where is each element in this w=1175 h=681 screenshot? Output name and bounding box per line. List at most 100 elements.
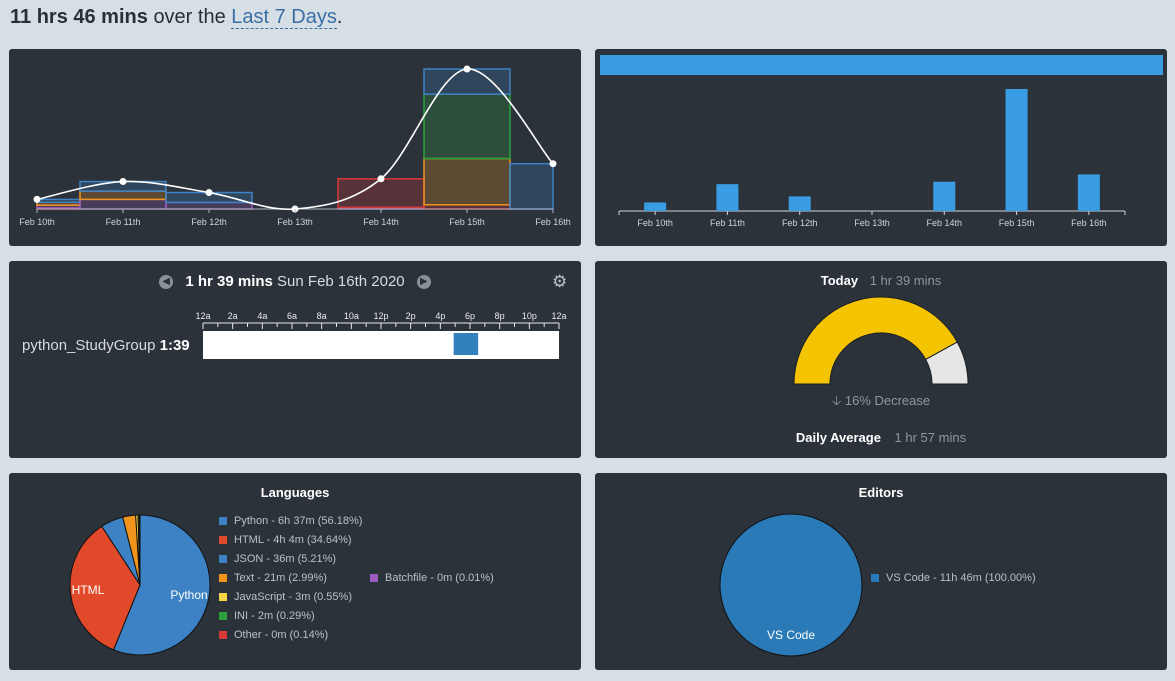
activity-segment — [423, 93, 511, 160]
pie-label-html: HTML — [72, 583, 105, 597]
activity-segment — [36, 198, 81, 204]
bar-feb-14th — [933, 181, 956, 211]
activity-segment — [79, 198, 167, 210]
legend-item-javascript: JavaScript - 3m (0.55%) — [219, 587, 362, 606]
languages-pie-chart: Languages Python HTML — [69, 485, 330, 656]
legend-item-html: HTML - 4h 4m (34.64%) — [219, 530, 362, 549]
bar-feb-11th — [716, 184, 739, 211]
daily-bar-chart: Feb 10th Feb 11th Feb 12th Feb 13th Feb 14th… — [600, 55, 1163, 228]
timeline-date: Sun Feb 16th 2020 — [277, 273, 405, 290]
header-middle: over the — [153, 6, 226, 28]
timeline-hour-label: 10p — [522, 311, 537, 321]
legend-text: INI - 2m (0.29%) — [234, 609, 315, 622]
change-row: 🡣 16% Decrease — [595, 392, 1167, 414]
pie-slice-vs-code — [719, 513, 863, 657]
timeline-duration: 1 hr 39 mins — [185, 273, 273, 290]
project-time: 1:39 — [159, 337, 190, 354]
timeline-hour-label: 8p — [495, 311, 505, 321]
x-tick-label: Feb 15th — [999, 218, 1035, 228]
avg-label: Daily Average — [795, 430, 881, 445]
timeline-project-row: python_StudyGroup 1:39 — [22, 337, 190, 354]
today-gauge — [793, 296, 969, 385]
legend-swatch — [219, 611, 227, 620]
x-tick-label: Feb 16th — [1071, 218, 1107, 228]
timeline-track — [203, 331, 559, 359]
languages-panel: Languages Python HTML Python - 6h 37m (56.… — [9, 473, 581, 670]
activity-segment — [423, 157, 511, 206]
activity-segment — [509, 162, 554, 210]
daily-bar-panel: Feb 10th Feb 11th Feb 12th Feb 13th Feb 14th… — [595, 49, 1167, 246]
languages-title: Languages — [261, 485, 330, 500]
timeline-hour-label: 2p — [406, 311, 416, 321]
x-tick-label: Feb 16th — [535, 217, 571, 227]
change-text: 16% Decrease — [844, 393, 931, 408]
pie-label-python: Python — [170, 588, 207, 602]
activity-chart: Feb 10th Feb 11th Feb 12th Feb 13th Feb 14th… — [19, 65, 571, 227]
legend-item-other: Other - 0m (0.14%) — [219, 625, 362, 644]
gear-icon[interactable]: ⚙ — [552, 272, 568, 291]
legend-swatch — [219, 630, 227, 639]
today-label: Today — [820, 273, 859, 288]
data-point-feb-11th — [119, 178, 127, 186]
chevron-right-icon[interactable]: ▶ — [416, 275, 431, 290]
editors-pie-chart: Editors VS Code — [719, 485, 904, 657]
timeline-session-block — [453, 333, 479, 355]
legend-text: Other - 0m (0.14%) — [234, 628, 329, 641]
legend-swatch — [219, 554, 227, 563]
activity-segment — [165, 201, 253, 210]
timeline-header: ◀ 1 hr 39 mins Sun Feb 16th 2020 ▶ — [9, 273, 581, 290]
timeline-panel: ◀ 1 hr 39 mins Sun Feb 16th 2020 ▶ ⚙ 12a… — [9, 261, 581, 458]
x-tick-label: Feb 12th — [191, 217, 227, 227]
legend-text: JavaScript - 3m (0.55%) — [234, 590, 352, 603]
date-range-selector[interactable]: Last 7 Days — [231, 6, 337, 29]
x-tick-label: Feb 14th — [363, 217, 399, 227]
legend-text: VS Code - 11h 46m (100.00%) — [886, 571, 1036, 584]
bar-feb-16th — [1077, 174, 1100, 211]
activity-segment — [79, 190, 167, 201]
data-point-feb-15th — [463, 65, 471, 73]
legend-item-json: JSON - 36m (5.21%) — [219, 549, 362, 568]
timeline-hour-label: 6a — [287, 311, 297, 321]
x-tick-label: Feb 10th — [637, 218, 673, 228]
bar-feb-12th — [788, 196, 811, 211]
pie-slice-html — [69, 525, 141, 651]
legend-swatch — [219, 535, 227, 544]
gauge-remaining-arc — [925, 341, 969, 385]
chevron-left-icon[interactable]: ◀ — [159, 275, 174, 290]
x-tick-label: Feb 11th — [106, 217, 141, 227]
legend-text: HTML - 4h 4m (34.64%) — [234, 533, 352, 546]
pie-label-vs-code: VS Code — [767, 628, 815, 642]
summary-header: 11 hrs 46 mins over the Last 7 Days. — [10, 6, 343, 29]
legend-swatch — [871, 573, 879, 582]
today-value: 1 hr 39 mins — [869, 273, 942, 288]
timeline-hour-label: 12a — [195, 311, 210, 321]
project-name[interactable]: python_StudyGroup — [22, 337, 156, 354]
data-point-feb-16th — [549, 160, 557, 168]
data-point-feb-10th — [33, 195, 41, 203]
activity-segment — [337, 178, 425, 209]
x-tick-label: Feb 11th — [710, 218, 745, 228]
avg-value: 1 hr 57 mins — [894, 430, 967, 445]
daily-average-row: Daily Average 1 hr 57 mins — [595, 430, 1167, 445]
editors-title: Editors — [859, 485, 904, 500]
timeline-hour-label: 12a — [551, 311, 566, 321]
timeline-hour-label: 12p — [373, 311, 388, 321]
bar-feb-15th — [1005, 89, 1028, 211]
legend-text: JSON - 36m (5.21%) — [234, 552, 337, 565]
timeline-hour-label: 4a — [257, 311, 267, 321]
today-header: Today 1 hr 39 mins — [595, 273, 1167, 288]
data-point-feb-12th — [205, 189, 213, 197]
editors-legend: VS Code - 11h 46m (100.00%) — [871, 568, 1036, 587]
timeline-chart: 12a 2a 4a 6a 8a 10a 12p 2p 4p 6p 8p 10p 12a — [195, 311, 567, 359]
bar-feb-10th — [644, 202, 667, 211]
x-tick-label: Feb 14th — [927, 218, 963, 228]
legend-swatch — [219, 516, 227, 525]
legend-item-vs-code: VS Code - 11h 46m (100.00%) — [871, 568, 1036, 587]
today-panel: Today 1 hr 39 mins 🡣 16% Decrease Daily … — [595, 261, 1167, 458]
editors-panel: Editors VS Code VS Code - 11h 46m (100.00… — [595, 473, 1167, 670]
x-tick-label: Feb 12th — [782, 218, 818, 228]
legend-text: Text - 21m (2.99%) — [234, 571, 327, 584]
legend-item-text: Text - 21m (2.99%) — [219, 568, 362, 587]
gauge-today-arc — [793, 296, 958, 385]
total-time: 11 hrs 46 mins — [10, 6, 148, 28]
